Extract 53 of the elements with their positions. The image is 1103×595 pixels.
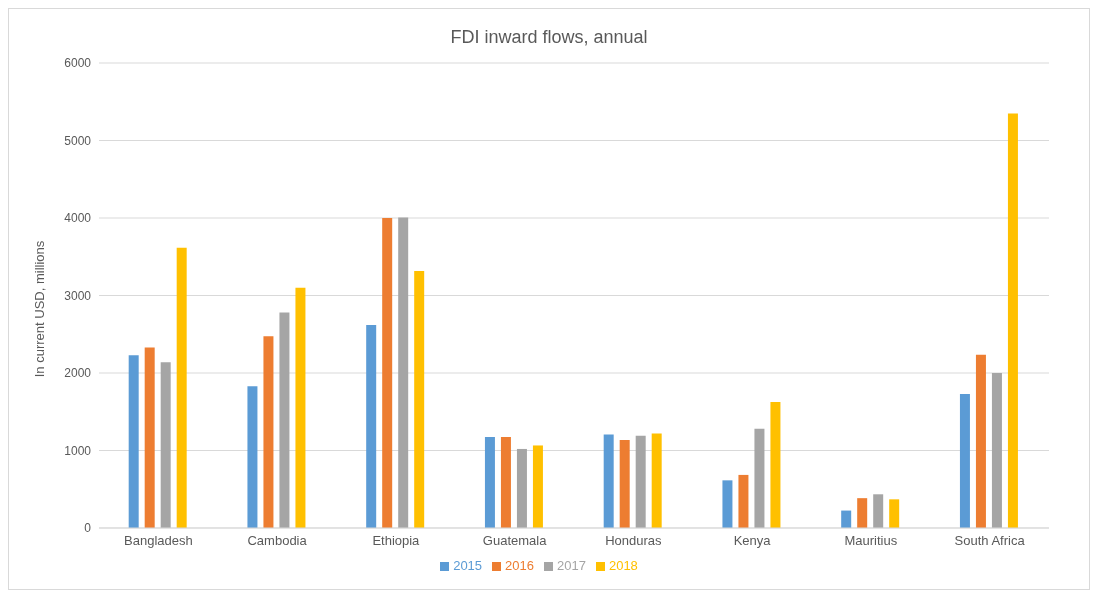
y-tick-label: 2000: [64, 366, 92, 381]
x-tick-label: South Africa: [954, 533, 1026, 549]
bar: [619, 440, 630, 528]
x-tick-label: Kenya: [733, 533, 772, 549]
x-tick-label: Mauritius: [844, 533, 898, 549]
bar: [975, 354, 986, 528]
bar: [873, 494, 884, 528]
bar: [738, 474, 749, 528]
bar: [484, 436, 495, 528]
y-tick-label: 1000: [64, 443, 92, 458]
bar: [532, 445, 543, 528]
bar: [247, 386, 258, 528]
bar: [176, 247, 187, 528]
bar: [414, 271, 425, 528]
legend-label: 2016: [505, 558, 534, 573]
bar: [651, 433, 662, 528]
bar: [857, 498, 868, 528]
legend-label: 2017: [557, 558, 586, 573]
bar: [959, 393, 970, 528]
x-tick-label: Ethiopia: [372, 533, 421, 549]
y-tick-label: 0: [84, 521, 92, 536]
bar: [382, 218, 393, 528]
bar: [128, 355, 139, 528]
x-tick-label: Guatemala: [482, 533, 548, 549]
bar: [398, 217, 409, 528]
bar: [144, 347, 155, 528]
bar: [160, 362, 171, 528]
bar: [889, 499, 900, 528]
y-tick-label: 5000: [64, 133, 92, 148]
x-tick-label: Bangladesh: [124, 533, 193, 549]
y-tick-label: 4000: [64, 211, 92, 226]
bar: [770, 402, 781, 528]
bar: [279, 312, 290, 528]
legend-label: 2015: [453, 558, 483, 573]
y-tick-label: 3000: [64, 288, 92, 303]
y-tick-label: 6000: [64, 56, 92, 71]
x-tick-label: Cambodia: [247, 533, 308, 549]
bar: [991, 373, 1002, 528]
bar: [516, 448, 527, 528]
y-axis-title: In current USD, millions: [31, 240, 47, 378]
chart-title: FDI inward flows, annual: [449, 26, 649, 48]
bar: [295, 287, 306, 528]
bar: [1007, 113, 1018, 528]
bar: [841, 510, 852, 528]
bar: [500, 436, 511, 528]
x-tick-label: Honduras: [605, 533, 663, 549]
bar: [754, 428, 765, 528]
bar: [366, 324, 377, 528]
bar: [635, 435, 646, 528]
legend-label: 2018: [608, 558, 638, 573]
bar: [263, 336, 274, 528]
bar: [603, 434, 614, 528]
bar: [722, 480, 733, 528]
